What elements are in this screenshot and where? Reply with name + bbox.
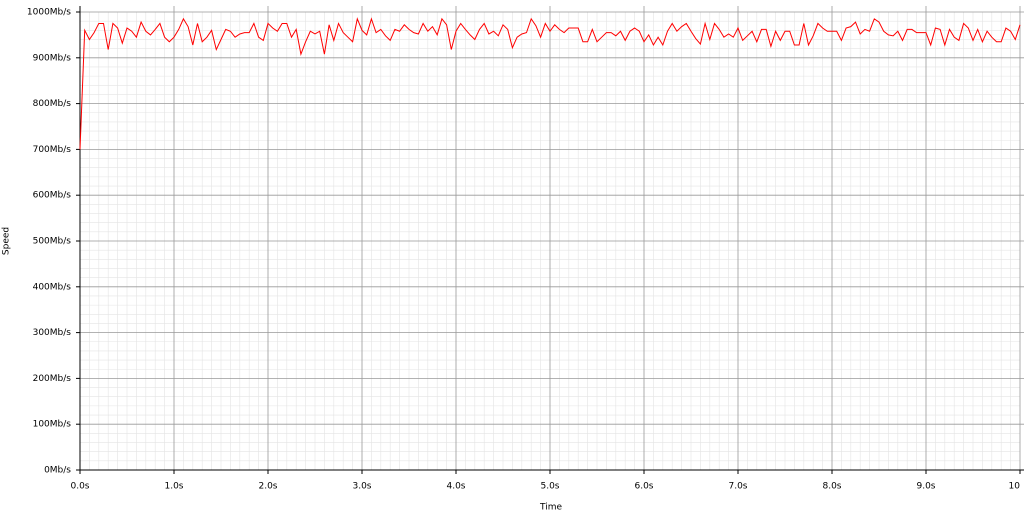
y-tick-label: 700Mb/s	[33, 145, 72, 155]
y-tick-label: 100Mb/s	[33, 420, 72, 430]
y-tick-label: 0Mb/s	[44, 466, 71, 476]
y-tick-label: 500Mb/s	[33, 237, 72, 247]
x-axis-label: Time	[539, 503, 562, 512]
line-series	[79, 17, 1021, 150]
y-tick-label: 200Mb/s	[33, 374, 72, 384]
x-tick-label: 2.0s	[258, 482, 277, 492]
y-tick-label: 1000Mb/s	[27, 8, 71, 18]
x-tick-label: 0.0s	[70, 482, 89, 492]
major-grid	[79, 6, 1024, 471]
y-tick-label: 800Mb/s	[33, 99, 72, 109]
y-tick-label: 600Mb/s	[33, 191, 72, 201]
x-tick-label: 5.0s	[540, 482, 559, 492]
x-tick-label: 9.0s	[916, 482, 935, 492]
x-tick-label: 8.0s	[822, 482, 841, 492]
x-tick-label: 10	[1009, 482, 1021, 492]
y-tick-label: 400Mb/s	[33, 282, 72, 292]
x-tick-label: 7.0s	[728, 482, 747, 492]
x-tick-label: 6.0s	[634, 482, 653, 492]
x-tick-label: 4.0s	[446, 482, 465, 492]
x-tick-label: 3.0s	[352, 482, 371, 492]
x-tick-label: 1.0s	[164, 482, 183, 492]
y-tick-label: 900Mb/s	[33, 53, 72, 63]
y-tick-label: 300Mb/s	[33, 328, 72, 338]
y-axis-label: Speed	[2, 227, 12, 255]
